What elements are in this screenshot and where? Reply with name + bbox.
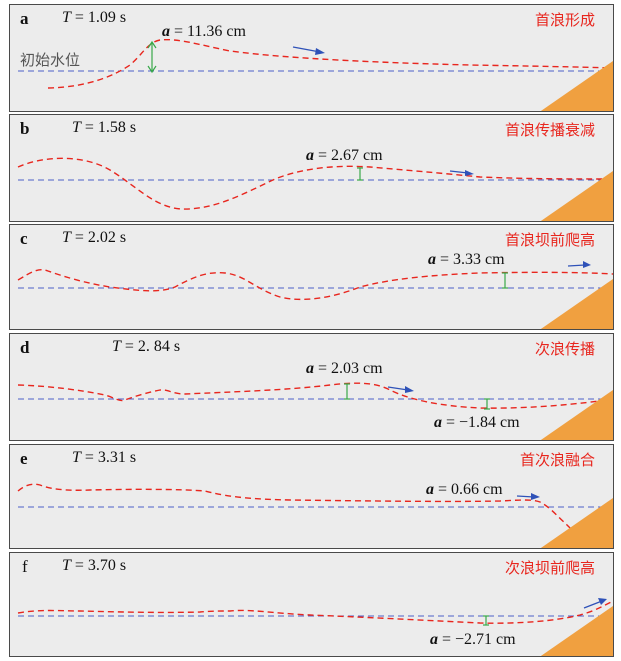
dam-slope [540,606,613,656]
time-label: T = 1.58 s [72,119,137,136]
trough-amplitude-label: a = −2.71 cm [430,631,516,648]
stage-title: 次浪坝前爬高 [504,559,595,577]
time-label: T = 3.70 s [62,557,127,574]
amplitude-label: a = 2.67 cm [306,147,383,164]
panel-c: c T = 2.02 s a = 3.33 cm 首浪坝前爬高 [9,224,614,330]
time-label: T = 3.31 s [72,449,137,466]
panel-letter: e [20,449,28,468]
time-label: T = 1.09 s [62,9,127,26]
wave-profile [17,600,613,624]
wave-profile [17,157,613,210]
wave-diagram-d [17,382,613,440]
panel-letter: d [20,338,30,357]
wave-profile [47,38,613,89]
wave-profile [17,269,613,301]
panel-letter: f [22,557,28,576]
time-label: T = 2. 84 s [112,338,181,355]
wave-diagram-e [17,483,613,548]
stage-title: 次浪传播 [534,340,595,358]
amplitude-label: a = 2.03 cm [306,360,383,377]
propagation-arrow [567,264,586,267]
wave-diagram-f [17,598,613,656]
trough-amplitude-label: a = −1.84 cm [434,414,520,431]
panel-b: b T = 1.58 s a = 2.67 cm 首浪传播衰减 [9,114,614,222]
panel-f: f T = 3.70 s a = −2.71 cm 次浪坝前爬高 [9,552,614,657]
amplitude-marker-head-top [147,40,157,49]
amplitude-label: a = 0.66 cm [426,481,503,498]
panel-letter: a [20,9,29,28]
stage-title: 首浪传播衰减 [504,121,595,139]
stage-title: 首次浪融合 [519,451,595,469]
dam-slope [540,279,613,329]
wave-profile [17,382,613,409]
stage-title: 首浪坝前爬高 [504,231,595,249]
amplitude-label: a = 3.33 cm [428,251,505,268]
propagation-arrow-head [405,386,414,393]
panel-e: e T = 3.31 s a = 0.66 cm 首次浪融合 [9,444,614,549]
panel-a: a T = 1.09 s 初始水位 a = 11.36 cm 首浪形成 [9,4,614,112]
panel-d: d T = 2. 84 s a = 2.03 cm a = −1.84 cm 次… [9,333,614,441]
propagation-arrow-head [531,493,540,500]
panel-letter: b [20,119,30,138]
dam-slope [540,61,613,111]
time-label: T = 2.02 s [62,229,127,246]
wave-profile [17,483,581,538]
propagation-arrow-head [583,261,591,268]
wave-diagram-b [17,157,613,221]
dam-slope [540,390,613,440]
amplitude-marker-head-bottom [147,65,157,74]
dam-slope [540,171,613,221]
propagation-arrow-head [598,598,607,605]
dam-slope [540,498,613,548]
panel-letter: c [20,229,28,248]
wave-diagram-a [18,38,613,111]
propagation-arrow-head [465,170,474,176]
initial-water-level-label: 初始水位 [20,51,81,69]
amplitude-label: a = 11.36 cm [162,23,246,40]
propagation-arrow [387,386,409,391]
wave-diagram-c [17,261,613,329]
propagation-arrow-head [315,48,325,55]
propagation-arrow [292,46,321,53]
propagation-arrow [583,600,603,609]
stage-title: 首浪形成 [534,11,595,29]
